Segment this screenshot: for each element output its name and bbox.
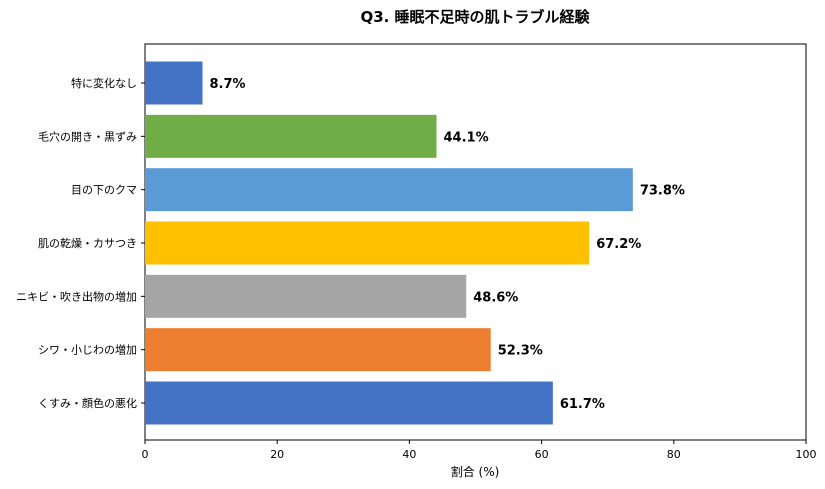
data-label: 52.3% <box>498 344 543 359</box>
x-tick-label: 60 <box>535 448 549 461</box>
bar-6 <box>145 328 491 372</box>
data-labels-group: 8.7% 44.1% 73.8% 67.2% 48.6% 52.3% 61.7% <box>210 77 685 412</box>
x-tick-label: 80 <box>667 448 681 461</box>
bar-7 <box>145 381 553 425</box>
category-label: 肌の乾燥・カサつき <box>38 237 137 250</box>
category-labels-group: 特に変化なし毛穴の開き・黒ずみ目の下のクマ肌の乾燥・カサつきニキビ・吹き出物の増… <box>16 76 145 410</box>
x-ticks-group: 0 20 40 60 80 100 <box>142 440 817 461</box>
data-label: 67.2% <box>596 237 641 252</box>
category-label: くすみ・顔色の悪化 <box>38 396 137 410</box>
category-label: ニキビ・吹き出物の増加 <box>16 289 137 303</box>
x-tick-label: 20 <box>270 448 284 461</box>
data-label: 8.7% <box>210 77 246 92</box>
category-label: 特に変化なし <box>71 76 137 90</box>
bar-1 <box>145 61 203 105</box>
category-label: 目の下のクマ <box>71 184 137 197</box>
x-tick-label: 40 <box>402 448 416 461</box>
bar-4 <box>145 221 590 265</box>
data-label: 48.6% <box>473 290 518 305</box>
data-label: 73.8% <box>640 184 685 199</box>
x-tick-label: 0 <box>142 448 149 461</box>
category-label: 毛穴の開き・黒ずみ <box>38 129 137 143</box>
bar-5 <box>145 274 467 318</box>
bars-group <box>145 61 633 425</box>
bar-2 <box>145 114 437 158</box>
category-label: シワ・小じわの増加 <box>38 344 137 357</box>
bar-3 <box>145 168 633 212</box>
data-label: 61.7% <box>560 397 605 412</box>
x-tick-label: 100 <box>796 448 817 461</box>
chart-title: Q3. 睡眠不足時の肌トラブル経験 <box>360 8 590 26</box>
data-label: 44.1% <box>444 130 489 145</box>
x-axis-label: 割合 (%) <box>451 464 500 479</box>
